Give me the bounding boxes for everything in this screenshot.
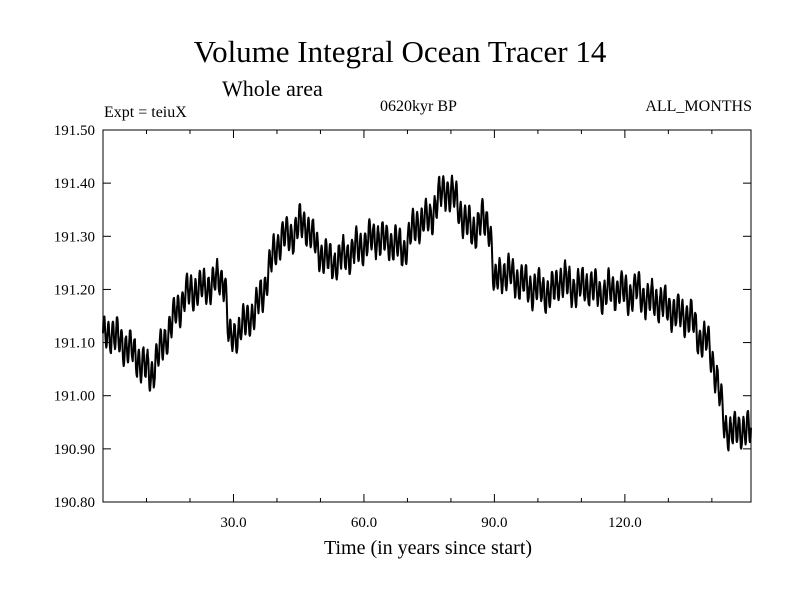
y-tick-label: 191.40 bbox=[54, 176, 95, 192]
chart-title: Volume Integral Ocean Tracer 14 bbox=[193, 34, 607, 69]
x-tick-label: 60.0 bbox=[351, 515, 377, 531]
x-tick-label: 120.0 bbox=[608, 515, 642, 531]
series-layer bbox=[102, 174, 752, 452]
y-tick-label: 191.30 bbox=[54, 229, 95, 245]
y-tick-label: 191.00 bbox=[54, 389, 95, 405]
x-tick-label: 90.0 bbox=[481, 515, 507, 531]
period-label: 0620kyr BP bbox=[380, 98, 457, 115]
axis-ticks bbox=[103, 129, 751, 503]
y-tick-label: 191.10 bbox=[54, 336, 95, 352]
chart-subtitle: Whole area bbox=[222, 76, 323, 101]
y-tick-label: 191.50 bbox=[54, 123, 95, 139]
y-tick-label: 190.80 bbox=[54, 495, 95, 511]
series-line bbox=[102, 174, 752, 452]
y-tick-label: 191.20 bbox=[54, 282, 95, 298]
plot-area-frame bbox=[102, 129, 752, 503]
tick-labels: 190.80 190.90 191.00 191.10 191.20 191.30 191.… bbox=[54, 123, 642, 531]
x-axis-label: Time (in years since start) bbox=[323, 537, 533, 559]
months-label: ALL_MONTHS bbox=[645, 98, 752, 115]
experiment-label: Expt = teiuX bbox=[104, 104, 187, 121]
x-tick-label: 30.0 bbox=[220, 515, 246, 531]
y-tick-label: 190.90 bbox=[54, 442, 95, 458]
